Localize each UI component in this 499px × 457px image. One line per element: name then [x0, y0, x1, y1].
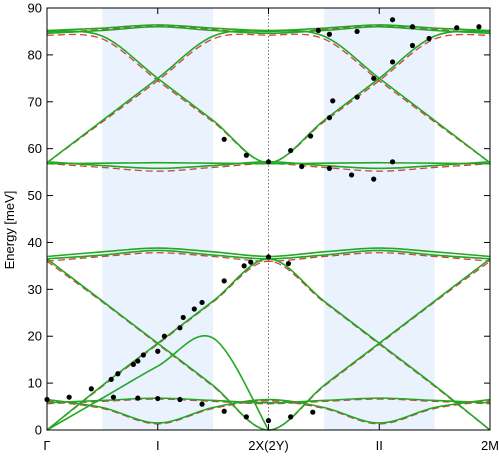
x-tick-label-0: Γ	[43, 438, 50, 453]
green-curve-3	[46, 398, 491, 424]
data-point-18	[285, 260, 292, 267]
y-tick-label-1: 10	[28, 376, 42, 391]
data-point-34	[326, 115, 333, 121]
data-point-10	[177, 325, 183, 331]
data-point-39	[409, 42, 416, 49]
data-point-36	[354, 94, 360, 100]
data-point-41	[299, 163, 305, 170]
data-point-3	[108, 376, 114, 382]
data-point-30	[243, 152, 249, 158]
data-point-45	[389, 159, 396, 165]
data-point-37	[371, 75, 377, 81]
data-point-23	[199, 401, 205, 407]
green-curve-4	[46, 397, 491, 404]
y-tick-label-5: 50	[28, 188, 42, 203]
data-point-7	[140, 352, 146, 358]
data-point-9	[161, 333, 167, 339]
data-point-24	[221, 408, 227, 414]
data-point-29	[221, 136, 227, 142]
data-point-52	[476, 24, 482, 30]
data-point-19	[110, 394, 117, 400]
data-point-8	[155, 348, 161, 354]
data-point-5	[130, 361, 136, 367]
green-curve-11	[46, 24, 491, 32]
y-axis-ticks: 0 10 20 30 40 50 60 70 80 90	[28, 1, 490, 438]
data-point-17	[265, 254, 272, 260]
data-point-38	[389, 59, 396, 65]
data-point-25	[243, 414, 249, 420]
y-tick-label-0: 0	[35, 423, 42, 438]
data-point-20	[135, 395, 141, 401]
data-point-2	[88, 386, 94, 392]
y-tick-label-8: 80	[28, 47, 42, 62]
red-curve-3	[46, 398, 491, 405]
x-axis-ticks: Γ I 2X(2Y) II 2M	[43, 8, 499, 453]
data-point-1	[66, 394, 72, 400]
data-point-12	[191, 306, 197, 312]
data-point-42	[326, 165, 333, 171]
red-curve-5	[46, 33, 491, 164]
data-point-50	[409, 24, 416, 30]
data-point-46	[315, 27, 321, 34]
data-point-49	[389, 17, 396, 23]
data-point-11	[180, 314, 186, 321]
data-point-31	[265, 159, 272, 165]
green-curve-12	[46, 25, 491, 35]
data-point-44	[371, 176, 377, 182]
green-curve-7	[46, 30, 491, 164]
data-point-22	[177, 396, 183, 403]
x-tick-label-3: II	[376, 438, 383, 453]
y-tick-label-6: 60	[28, 141, 42, 156]
y-tick-label-3: 30	[28, 282, 42, 297]
x-tick-label-2: 2X(2Y)	[248, 438, 288, 453]
red-curve-4	[46, 252, 491, 262]
data-point-15	[241, 263, 247, 269]
data-point-43	[348, 172, 355, 178]
y-tick-label-4: 40	[28, 235, 42, 250]
highlight-band-1	[323, 8, 435, 430]
y-tick-label-7: 70	[28, 94, 42, 109]
data-point-4	[115, 371, 121, 377]
data-point-14	[221, 278, 227, 284]
y-axis-label: Energy [meV]	[2, 191, 17, 270]
data-point-6	[135, 358, 141, 364]
data-point-16	[248, 259, 254, 265]
y-tick-label-2: 20	[28, 329, 42, 344]
x-tick-label-4: 2M	[481, 438, 499, 453]
data-point-32	[288, 147, 294, 154]
data-point-26	[265, 418, 272, 424]
red-curve-2	[46, 400, 491, 425]
data-point-27	[288, 414, 294, 420]
data-point-35	[330, 98, 336, 104]
data-point-13	[199, 299, 205, 306]
x-tick-label-1: I	[156, 438, 160, 453]
data-point-47	[326, 31, 333, 37]
y-tick-label-9: 90	[28, 1, 42, 16]
data-point-21	[155, 395, 161, 402]
data-point-28	[310, 409, 316, 415]
data-point-40	[426, 35, 432, 42]
measured-points	[44, 17, 482, 424]
data-point-33	[307, 133, 314, 139]
data-point-48	[354, 28, 360, 35]
data-point-51	[454, 25, 460, 31]
